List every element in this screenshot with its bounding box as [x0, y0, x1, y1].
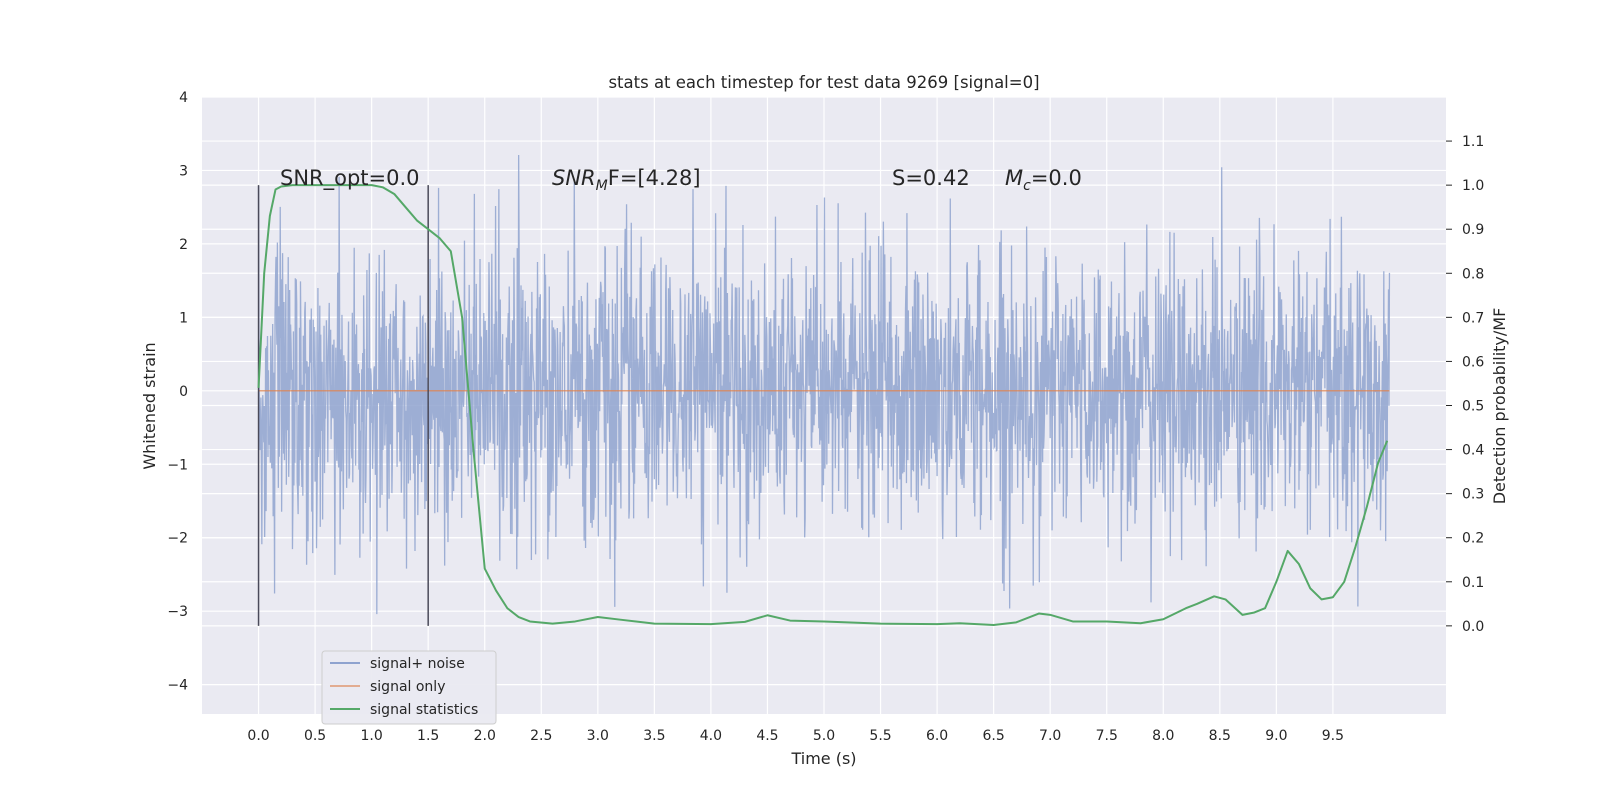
- y-axis-ticks: 4 3 2 1 0 −1 −2 −3 −4: [167, 90, 188, 694]
- annotation-s: S=0.42: [892, 166, 970, 190]
- annotation-mc-prefix: M: [1005, 166, 1023, 190]
- series-signal-statistics: [257, 184, 1389, 626]
- y2-axis-label: Detection probability/MF: [1490, 308, 1509, 505]
- y-axis-label: Whitened strain: [140, 342, 159, 469]
- vertical-markers: [257, 185, 429, 626]
- x-tick-label: 5.5: [869, 728, 891, 744]
- legend: signal+ noise signal only signal statist…: [321, 650, 497, 725]
- annotation-mc-sub: c: [1023, 178, 1031, 194]
- x-tick-label: 5.0: [813, 728, 835, 744]
- x-tick-label: 4.0: [700, 728, 722, 744]
- annotation-mc: Mc=0.0: [1005, 166, 1082, 194]
- y2-tick-label: 0.3: [1462, 487, 1484, 503]
- x-tick-label: 1.5: [417, 728, 439, 744]
- y-tick-label: 1: [179, 310, 188, 326]
- annotation-snr-mf-prefix: SNR: [552, 166, 596, 190]
- y2-axis-ticks: 1.1 1.0 0.9 0.8 0.7 0.6 0.5 0.4 0.3 0.2 0.1 0.0: [1446, 134, 1484, 635]
- y-tick-label: 0: [179, 384, 188, 400]
- annotation-snr-mf-suffix: F=[4.28]: [608, 166, 701, 190]
- y2-tick-label: 0.4: [1462, 443, 1484, 459]
- x-tick-label: 3.0: [587, 728, 609, 744]
- y2-tick-label: 0.5: [1462, 399, 1484, 415]
- x-tick-label: 3.5: [643, 728, 665, 744]
- y2-tick-label: 1.0: [1462, 178, 1484, 194]
- annotation-snr-mf-sub: M: [596, 178, 608, 194]
- x-tick-label: 0.0: [247, 728, 269, 744]
- y2-tick-label: 0.2: [1462, 531, 1484, 547]
- y-tick-label: 4: [179, 90, 188, 106]
- y-tick-label: 3: [179, 163, 188, 179]
- x-tick-label: 2.0: [474, 728, 496, 744]
- series-signal-noise: [257, 155, 1391, 615]
- x-tick-label: 0.5: [304, 728, 326, 744]
- x-tick-label: 2.5: [530, 728, 552, 744]
- x-tick-label: 8.5: [1209, 728, 1231, 744]
- x-tick-label: 9.5: [1322, 728, 1344, 744]
- x-tick-label: 8.0: [1152, 728, 1174, 744]
- x-tick-label: 6.5: [983, 728, 1005, 744]
- y2-tick-label: 0.7: [1462, 310, 1484, 326]
- y2-tick-label: 0.1: [1462, 575, 1484, 591]
- x-axis-ticks: 0.0 0.5 1.0 1.5 2.0 2.5 3.0 3.5 4.0 4.5 5.0 5.5 6.0 6…: [247, 728, 1344, 744]
- y-tick-label: 2: [179, 237, 188, 253]
- legend-label-signal-noise: signal+ noise: [370, 656, 465, 672]
- y2-tick-label: 0.6: [1462, 354, 1484, 370]
- legend-label-signal-only: signal only: [370, 679, 445, 695]
- x-tick-label: 9.0: [1265, 728, 1287, 744]
- legend-label-signal-statistics: signal statistics: [370, 702, 478, 718]
- annotation-mc-suffix: =0.0: [1031, 166, 1082, 190]
- x-axis-label: Time (s): [790, 749, 856, 768]
- x-tick-label: 6.0: [926, 728, 948, 744]
- annotation-snr-opt: SNR_opt=0.0: [280, 166, 420, 191]
- y2-tick-label: 1.1: [1462, 134, 1484, 150]
- y-tick-label: −3: [167, 604, 188, 620]
- y-tick-label: −4: [167, 678, 188, 694]
- x-tick-label: 4.5: [756, 728, 778, 744]
- x-tick-label: 7.5: [1096, 728, 1118, 744]
- y-tick-label: −2: [167, 531, 188, 547]
- x-tick-label: 1.0: [361, 728, 383, 744]
- y2-tick-label: 0.0: [1462, 619, 1484, 635]
- chart-title: stats at each timestep for test data 926…: [608, 73, 1039, 92]
- y-tick-label: −1: [167, 457, 188, 473]
- series-line-signal-noise: [257, 155, 1391, 615]
- x-tick-label: 7.0: [1039, 728, 1061, 744]
- y2-tick-label: 0.9: [1462, 222, 1484, 238]
- annotation-snr-mf: SNRMF=[4.28]: [552, 166, 701, 194]
- y2-tick-label: 0.8: [1462, 266, 1484, 282]
- legend-box: [321, 650, 497, 725]
- series-line-signal-statistics: [257, 184, 1389, 626]
